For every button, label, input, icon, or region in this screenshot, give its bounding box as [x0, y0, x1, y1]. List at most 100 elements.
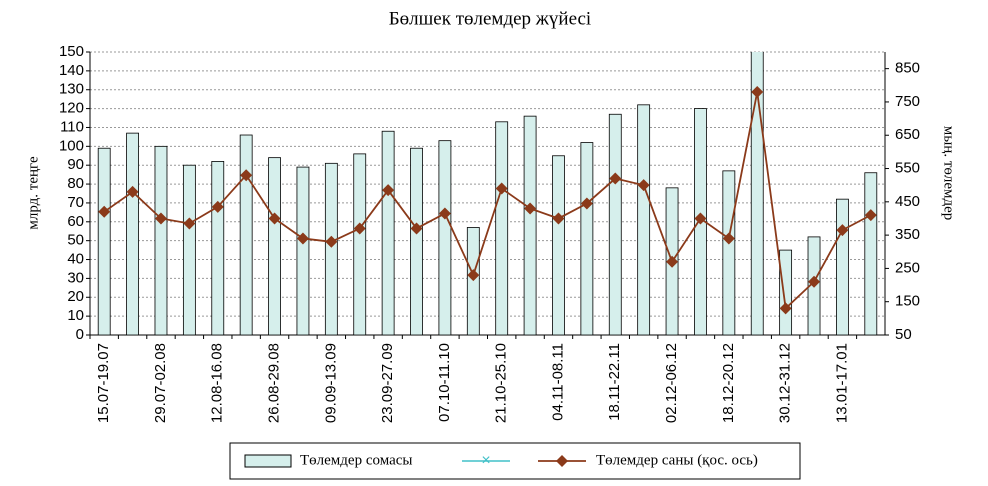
x-tick-label: 23.09-27.09 [379, 343, 396, 423]
bar [580, 142, 594, 335]
marker [240, 169, 253, 182]
bar [353, 153, 367, 335]
marker [325, 235, 338, 248]
y-tick-label: 120 [59, 100, 84, 117]
legend-label: Төлемдер саны (қос. ось) [596, 452, 758, 468]
x-tick-label: 26.08-29.08 [266, 343, 283, 423]
marker [183, 217, 196, 230]
bar [466, 227, 480, 335]
bar [864, 172, 878, 335]
y-tick-label: 0 [76, 326, 84, 343]
marker [296, 232, 309, 245]
y-tick-label: 90 [67, 156, 84, 173]
marker [154, 212, 167, 225]
marker [552, 212, 565, 225]
marker [268, 212, 281, 225]
y2-tick-label: 350 [895, 226, 920, 243]
y-tick-label: 110 [60, 118, 84, 135]
bar [154, 145, 168, 335]
x-tick-label: 07.10-11.10 [436, 343, 453, 422]
x-tick-label: 02.12-06.12 [663, 343, 680, 423]
y-tick-label: 50 [67, 232, 84, 249]
marker [467, 269, 480, 282]
marker [666, 255, 679, 268]
marker [722, 232, 735, 245]
marker [836, 224, 849, 237]
marker [694, 212, 707, 225]
x-tick-label: 13.01-17.01 [833, 343, 850, 423]
marker [410, 222, 423, 235]
y-tick-label: 60 [67, 213, 84, 230]
marker [126, 185, 139, 198]
y2-tick-label: 250 [895, 259, 920, 276]
bar [750, 52, 764, 335]
legend-box [229, 442, 801, 480]
chart-title: Бөлшек төлемдер жүйесі [389, 8, 591, 29]
bar [552, 155, 565, 335]
bar [779, 249, 793, 335]
bar [608, 113, 622, 335]
marker [779, 302, 792, 315]
y2-tick-label: 450 [895, 193, 920, 210]
y2-tick-label: 150 [895, 293, 920, 310]
marker [98, 205, 111, 218]
x-tick-label: 30.12-31.12 [777, 343, 794, 423]
plot-area [97, 52, 878, 335]
marker [524, 202, 537, 215]
y2-tick-label: 50 [895, 326, 912, 343]
marker [495, 182, 508, 195]
y2-tick-label: 550 [895, 159, 920, 176]
bar [211, 161, 225, 335]
legend-marker [556, 455, 568, 467]
bar [637, 104, 651, 335]
y-tick-label: 70 [67, 194, 84, 211]
bar [495, 121, 509, 335]
marker [609, 172, 622, 185]
y2-tick-label: 750 [895, 93, 920, 110]
y-tick-label: 100 [59, 137, 84, 154]
line [103, 91, 872, 311]
marker [353, 222, 366, 235]
marker [580, 197, 593, 210]
marker [808, 275, 821, 288]
legend-label: Төлемдер сомасы [300, 452, 413, 468]
bar [438, 140, 452, 335]
x-tick-label: 09.09-13.09 [322, 343, 339, 423]
y2-tick-label: 850 [895, 60, 920, 77]
x-tick-label: 29.07-02.08 [152, 343, 169, 423]
x-tick-label: 12.08-16.08 [209, 343, 226, 423]
bar [722, 170, 736, 335]
marker [637, 179, 650, 192]
bar [324, 162, 338, 335]
legend-marker: × [481, 452, 490, 469]
legend-swatch [244, 454, 292, 468]
y2-axis-label: мың. төлемдер [941, 126, 957, 221]
marker [382, 184, 395, 197]
y-tick-label: 140 [59, 62, 84, 79]
bar [97, 147, 111, 335]
bar [182, 164, 196, 335]
marker [864, 209, 877, 222]
bar [410, 147, 423, 335]
bar [239, 134, 253, 335]
bar [523, 115, 537, 335]
marker [438, 207, 451, 220]
y-tick-label: 20 [67, 288, 84, 305]
x-tick-label: 18.12-20.12 [720, 343, 737, 423]
y2-tick-label: 650 [895, 126, 920, 143]
y-axis-label: млрд. теңге [25, 156, 41, 230]
bar [296, 166, 310, 335]
bar [836, 198, 849, 335]
bar [381, 130, 395, 335]
y-tick-label: 10 [67, 307, 84, 324]
marker [751, 85, 764, 98]
y-tick-label: 40 [67, 251, 84, 268]
y-tick-label: 150 [59, 43, 84, 60]
bar [268, 157, 281, 335]
bar [126, 132, 139, 335]
x-tick-label: 21.10-25.10 [493, 343, 510, 423]
x-tick-label: 18.11-22.11 [606, 343, 623, 421]
y-tick-label: 30 [67, 269, 84, 286]
y-tick-label: 80 [67, 175, 84, 192]
